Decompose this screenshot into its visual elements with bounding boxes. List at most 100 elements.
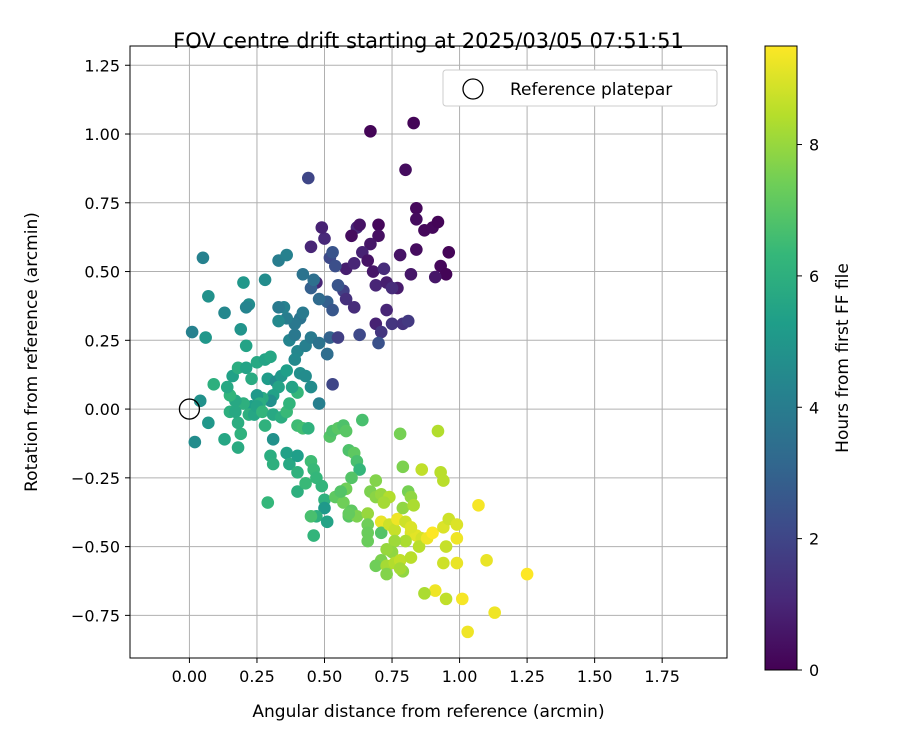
scatter-point bbox=[291, 466, 304, 479]
scatter-point bbox=[231, 416, 245, 430]
x-tick-label: 1.75 bbox=[644, 667, 680, 686]
scatter-point bbox=[366, 265, 380, 278]
scatter-point bbox=[372, 229, 385, 243]
scatter-point bbox=[299, 477, 312, 490]
colorbar-tick-label: 2 bbox=[809, 530, 819, 549]
scatter-point bbox=[288, 353, 302, 366]
scatter-point bbox=[331, 331, 345, 344]
scatter-point bbox=[258, 273, 272, 287]
legend-marker-reference-platepar bbox=[462, 78, 484, 100]
scatter-point bbox=[437, 474, 450, 487]
x-axis-label: Angular distance from reference (arcmin) bbox=[252, 702, 604, 722]
scatter-point bbox=[377, 496, 391, 509]
scatter-point bbox=[374, 526, 388, 540]
scatter-point bbox=[450, 556, 464, 570]
scatter-point bbox=[480, 554, 493, 567]
scatter-point bbox=[353, 328, 366, 342]
scatter-point bbox=[315, 221, 329, 234]
y-tick-label: −0.75 bbox=[71, 606, 120, 625]
scatter-point bbox=[283, 397, 296, 410]
scatter-point bbox=[442, 245, 456, 259]
legend: Reference platepar bbox=[442, 69, 718, 107]
scatter-point bbox=[428, 270, 442, 284]
scatter-point bbox=[299, 369, 312, 383]
scatter-point bbox=[372, 218, 385, 232]
scatter-point bbox=[312, 336, 326, 350]
scatter-point bbox=[234, 427, 248, 441]
scatter-point bbox=[404, 551, 418, 564]
scatter-point bbox=[312, 397, 326, 410]
legend-label: Reference platepar bbox=[510, 80, 672, 100]
scatter-point bbox=[404, 521, 418, 534]
x-tick-label: 1.00 bbox=[442, 667, 478, 686]
scatter-point bbox=[385, 317, 399, 331]
scatter-point bbox=[393, 562, 407, 575]
scatter-point bbox=[202, 416, 215, 430]
x-tick-label: 0.00 bbox=[172, 667, 208, 686]
colorbar-tick-label: 6 bbox=[809, 267, 819, 286]
scatter-point bbox=[280, 364, 293, 377]
scatter-point bbox=[304, 510, 318, 523]
scatter-point bbox=[412, 540, 426, 553]
scatter-point bbox=[291, 449, 304, 463]
data-points bbox=[178, 116, 534, 639]
scatter-point bbox=[347, 256, 361, 270]
colorbar-tick-label: 0 bbox=[809, 661, 819, 680]
scatter-point bbox=[264, 350, 277, 364]
scatter-point bbox=[301, 422, 315, 435]
x-tick-label: 0.50 bbox=[307, 667, 343, 686]
scatter-point bbox=[304, 380, 318, 394]
scatter-point bbox=[396, 460, 410, 474]
scatter-point bbox=[361, 254, 375, 267]
scatter-point bbox=[320, 347, 334, 361]
scatter-point bbox=[339, 424, 353, 438]
scatter-point bbox=[361, 534, 375, 548]
chart-title: FOV centre drift starting at 2025/03/05 … bbox=[173, 29, 684, 53]
scatter-point bbox=[329, 259, 342, 273]
scatter-point bbox=[320, 515, 334, 529]
scatter-point bbox=[266, 433, 280, 446]
scatter-point bbox=[347, 301, 361, 314]
scatter-point bbox=[218, 306, 231, 320]
scatter-point bbox=[385, 281, 399, 295]
y-axis-label: Rotation from reference (arcmin) bbox=[22, 212, 42, 492]
scatter-point bbox=[266, 457, 280, 471]
scatter-point bbox=[339, 292, 353, 306]
scatter-point bbox=[374, 325, 388, 339]
scatter-point bbox=[239, 361, 253, 375]
scatter-point bbox=[372, 336, 385, 350]
scatter-point bbox=[369, 278, 383, 292]
scatter-point bbox=[431, 424, 445, 438]
scatter-point bbox=[461, 625, 474, 639]
scatter-point bbox=[488, 606, 501, 619]
scatter-point bbox=[261, 496, 275, 509]
scatter-point bbox=[283, 457, 296, 471]
scatter-point bbox=[437, 556, 450, 570]
scatter-point bbox=[410, 201, 423, 215]
y-tick-label: 1.25 bbox=[84, 56, 120, 75]
scatter-point bbox=[258, 419, 272, 432]
scatter-point bbox=[229, 405, 242, 419]
scatter-point bbox=[380, 543, 393, 556]
x-tick-label: 1.50 bbox=[577, 667, 613, 686]
scatter-point bbox=[296, 306, 310, 320]
scatter-point bbox=[272, 301, 285, 314]
scatter-point bbox=[520, 567, 534, 581]
scatter-point bbox=[380, 567, 393, 581]
scatter-point bbox=[455, 592, 469, 606]
scatter-point bbox=[315, 479, 329, 493]
scatter-point bbox=[337, 496, 350, 509]
scatter-point bbox=[185, 325, 199, 339]
y-tick-label: 0.00 bbox=[84, 400, 120, 419]
scatter-point bbox=[364, 124, 377, 138]
scatter-point bbox=[450, 518, 464, 531]
scatter-point bbox=[245, 372, 258, 386]
scatter-point bbox=[401, 314, 415, 328]
scatter-point bbox=[256, 405, 269, 419]
scatter-point bbox=[334, 485, 348, 498]
scatter-point bbox=[393, 427, 407, 441]
colorbar-ticks: 0 2 4 6 8 bbox=[797, 136, 819, 680]
grid bbox=[130, 46, 727, 658]
scatter-point bbox=[272, 314, 285, 328]
